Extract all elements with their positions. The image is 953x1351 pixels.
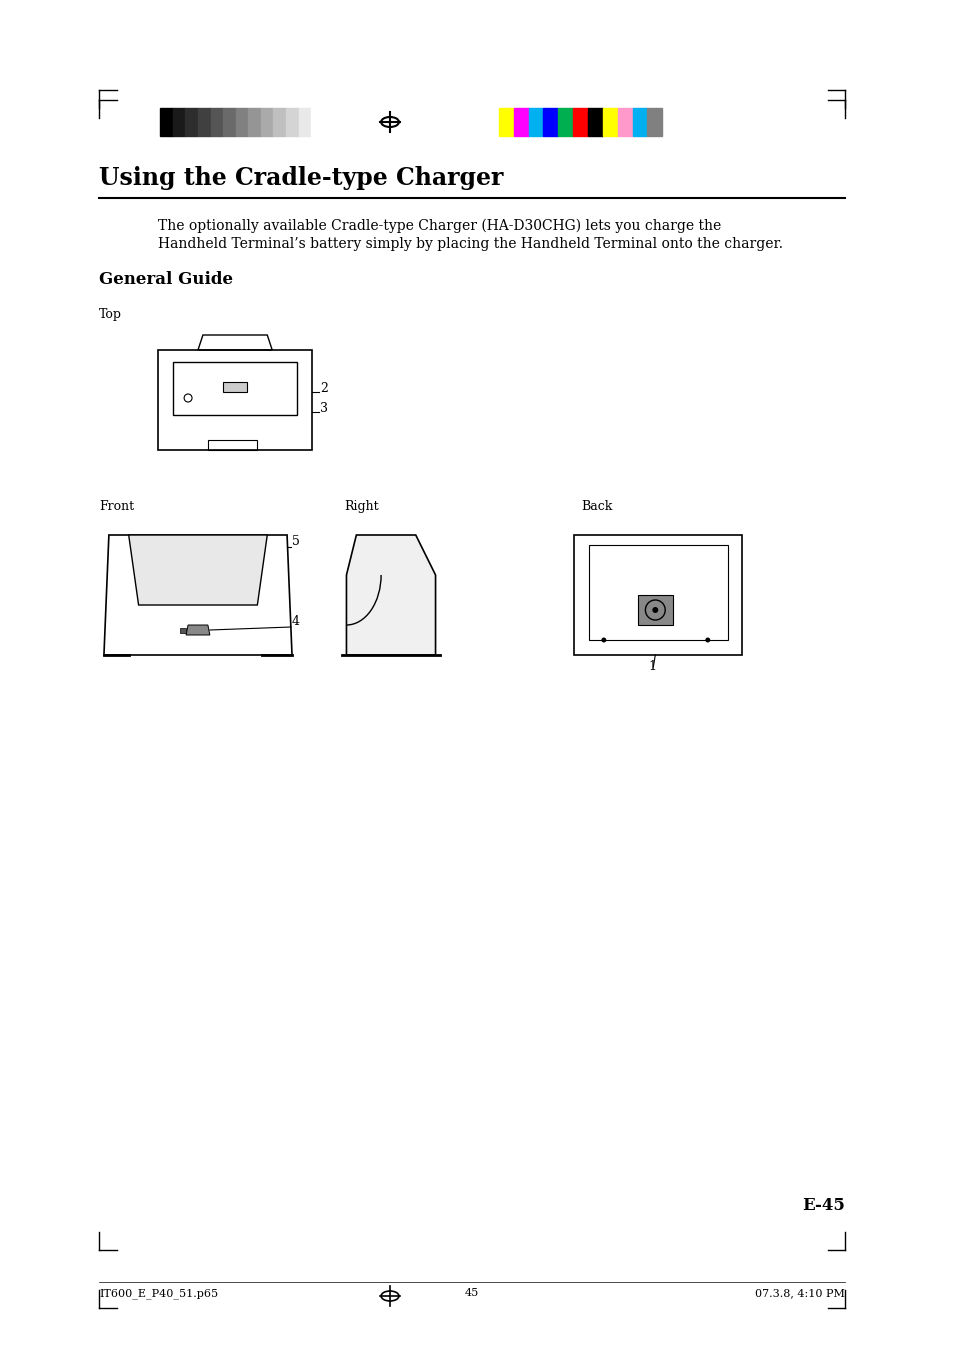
- Text: 4: 4: [292, 615, 299, 628]
- Bar: [286, 108, 298, 136]
- Text: Right: Right: [344, 500, 378, 513]
- Text: 1: 1: [648, 661, 656, 673]
- Bar: [223, 108, 235, 136]
- Text: General Guide: General Guide: [99, 272, 233, 288]
- Polygon shape: [186, 626, 210, 635]
- Bar: [172, 108, 185, 136]
- Text: Using the Cradle-type Charger: Using the Cradle-type Charger: [99, 166, 503, 190]
- Polygon shape: [180, 628, 186, 634]
- Bar: [617, 108, 632, 136]
- Bar: [647, 108, 661, 136]
- Bar: [528, 108, 543, 136]
- Bar: [248, 108, 260, 136]
- Bar: [298, 108, 311, 136]
- Bar: [311, 108, 323, 136]
- Bar: [185, 108, 198, 136]
- Bar: [602, 108, 617, 136]
- Circle shape: [704, 638, 709, 643]
- Bar: [558, 108, 573, 136]
- Bar: [211, 108, 223, 136]
- Text: Back: Back: [580, 500, 612, 513]
- Polygon shape: [129, 535, 267, 605]
- Text: Top: Top: [99, 308, 122, 322]
- Text: 45: 45: [464, 1288, 478, 1298]
- Text: 3: 3: [319, 403, 328, 415]
- Text: IT600_E_P40_51.p65: IT600_E_P40_51.p65: [99, 1288, 218, 1298]
- Text: Handheld Terminal’s battery simply by placing the Handheld Terminal onto the cha: Handheld Terminal’s battery simply by pl…: [158, 236, 782, 251]
- Bar: [543, 108, 558, 136]
- Bar: [632, 108, 647, 136]
- Text: E-45: E-45: [801, 1197, 844, 1215]
- Bar: [274, 108, 286, 136]
- Text: 07.3.8, 4:10 PM: 07.3.8, 4:10 PM: [755, 1288, 844, 1298]
- Bar: [235, 108, 248, 136]
- Bar: [260, 108, 274, 136]
- Text: The optionally available Cradle-type Charger (HA-D30CHG) lets you charge the: The optionally available Cradle-type Cha…: [158, 219, 720, 232]
- Circle shape: [600, 638, 606, 643]
- Bar: [587, 108, 602, 136]
- Text: 5: 5: [292, 535, 299, 549]
- Circle shape: [652, 607, 658, 613]
- Bar: [198, 108, 211, 136]
- Bar: [573, 108, 587, 136]
- Bar: [638, 594, 673, 626]
- Bar: [160, 108, 172, 136]
- Polygon shape: [222, 382, 247, 392]
- Text: Front: Front: [99, 500, 134, 513]
- Bar: [514, 108, 528, 136]
- Polygon shape: [346, 535, 436, 655]
- Bar: [498, 108, 514, 136]
- Text: 2: 2: [319, 382, 327, 394]
